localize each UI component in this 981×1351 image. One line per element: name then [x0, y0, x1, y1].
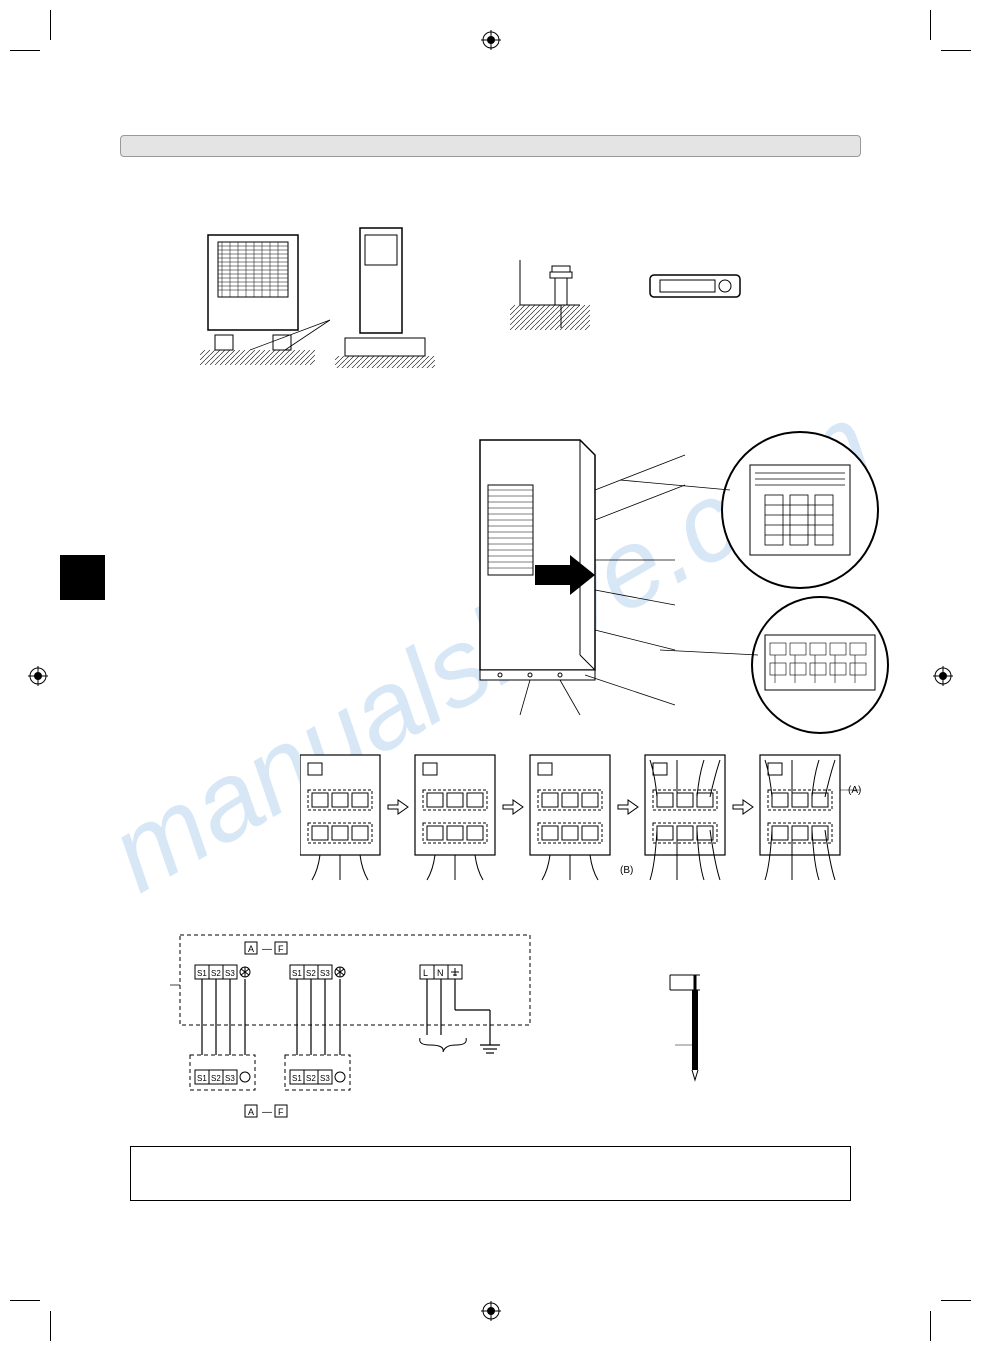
svg-text:S1: S1 [292, 1074, 302, 1083]
svg-text:S1: S1 [197, 969, 207, 978]
reg-mark-top [481, 30, 501, 50]
anchor-bolt-diagram [510, 250, 770, 340]
svg-text:L: L [423, 968, 428, 978]
wire-strip-detail [660, 970, 740, 1090]
reg-mark-right [933, 666, 953, 686]
svg-text:S1: S1 [197, 1074, 207, 1083]
svg-text:S2: S2 [211, 969, 221, 978]
svg-text:S3: S3 [225, 1074, 235, 1083]
terminal-sequence-diagram: (B) (B) (A) [300, 745, 880, 885]
svg-text:S1: S1 [292, 969, 302, 978]
section-header-bar [120, 135, 861, 157]
reg-mark-bottom [481, 1301, 501, 1321]
svg-text:(B): (B) [620, 865, 633, 876]
svg-text:—: — [262, 1107, 272, 1118]
warning-note-box [130, 1146, 851, 1201]
svg-text:F: F [278, 944, 284, 954]
foundation-diagram [200, 220, 450, 370]
unit-callout-diagram [460, 430, 920, 740]
svg-text:S2: S2 [306, 1074, 316, 1083]
svg-text:S3: S3 [225, 969, 235, 978]
svg-text:S3: S3 [320, 1074, 330, 1083]
wiring-schematic: A — F S1 S2 S3 S1 S2 S3 L N [170, 930, 550, 1130]
svg-text:A: A [248, 1107, 254, 1117]
svg-text:(A): (A) [848, 785, 861, 796]
svg-text:S3: S3 [320, 969, 330, 978]
language-tab [60, 555, 105, 600]
svg-text:—: — [262, 944, 272, 955]
svg-text:N: N [437, 968, 444, 978]
reg-mark-left [28, 666, 48, 686]
svg-text:S2: S2 [211, 1074, 221, 1083]
svg-text:S2: S2 [306, 969, 316, 978]
svg-text:F: F [278, 1107, 284, 1117]
svg-text:A: A [248, 944, 254, 954]
